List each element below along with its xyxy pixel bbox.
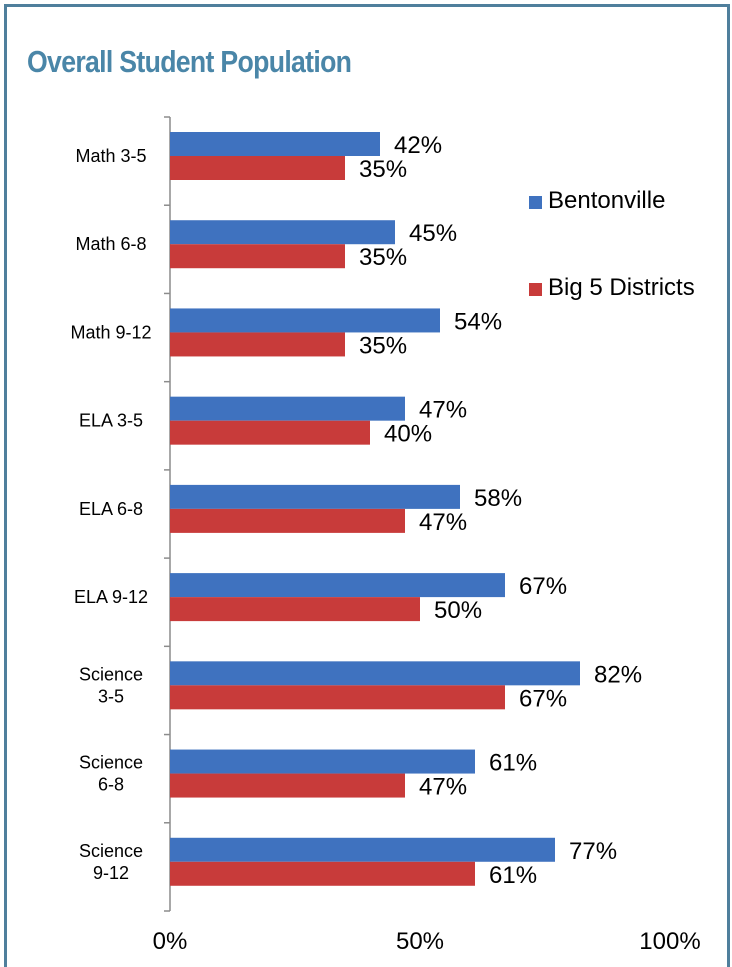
bar-big5 — [170, 420, 370, 445]
category-label: 9-12 — [93, 863, 129, 883]
data-label: 77% — [569, 838, 617, 865]
bar-bentonville — [170, 396, 405, 421]
x-tick-label: 50% — [396, 928, 444, 955]
data-label: 35% — [359, 332, 407, 359]
bar-bentonville — [170, 749, 475, 774]
category-label: ELA 3-5 — [79, 411, 143, 431]
data-label: 54% — [454, 308, 502, 335]
labels-layer: 42%35%Math 3-545%35%Math 6-854%35%Math 9… — [70, 132, 642, 889]
x-tick-label: 100% — [639, 928, 700, 955]
data-label: 47% — [419, 509, 467, 536]
category-label: Math 3-5 — [75, 146, 146, 166]
bar-bentonville — [170, 308, 440, 333]
data-label: 61% — [489, 750, 537, 777]
category-label: 3-5 — [98, 686, 124, 706]
category-label: 6-8 — [98, 775, 124, 795]
data-label: 67% — [519, 573, 567, 600]
category-label: ELA 6-8 — [79, 499, 143, 519]
data-label: 45% — [409, 220, 457, 247]
data-label: 47% — [419, 774, 467, 801]
category-label: Science — [79, 841, 143, 861]
data-label: 67% — [519, 685, 567, 712]
bar-bentonville — [170, 132, 380, 156]
bar-bentonville — [170, 220, 395, 245]
data-label: 50% — [434, 597, 482, 624]
bar-big5 — [170, 685, 505, 710]
bar-big5 — [170, 773, 405, 798]
bar-big5 — [170, 156, 345, 180]
category-label: Science — [79, 753, 143, 773]
legend-label: Bentonville — [548, 187, 665, 214]
bar-big5 — [170, 597, 420, 622]
bar-big5 — [170, 332, 345, 357]
bars-layer — [170, 132, 580, 886]
data-label: 82% — [594, 661, 642, 688]
category-label: Math 6-8 — [75, 234, 146, 254]
data-label: 47% — [419, 397, 467, 424]
axis-layer: 0% 50% 100% — [153, 116, 701, 955]
legend-swatch — [529, 283, 542, 296]
bar-bentonville — [170, 573, 505, 598]
legend-label: Big 5 Districts — [548, 274, 695, 301]
x-tick-label: 0% — [153, 928, 188, 955]
data-label: 58% — [474, 485, 522, 512]
legend-swatch — [529, 196, 542, 209]
category-label: Science — [79, 664, 143, 684]
data-label: 61% — [489, 862, 537, 889]
bar-bentonville — [170, 837, 555, 862]
data-label: 35% — [359, 244, 407, 271]
bar-bentonville — [170, 661, 580, 686]
chart-title: Overall Student Population — [27, 44, 352, 79]
category-label: ELA 9-12 — [74, 587, 148, 607]
data-label: 35% — [359, 156, 407, 183]
category-label: Math 9-12 — [70, 322, 151, 342]
data-label: 40% — [384, 421, 432, 448]
data-label: 42% — [394, 132, 442, 159]
bar-big5 — [170, 861, 475, 886]
bar-big5 — [170, 244, 345, 269]
legend: Bentonville Big 5 Districts — [529, 187, 695, 301]
bar-big5 — [170, 508, 405, 533]
bar-bentonville — [170, 484, 460, 509]
